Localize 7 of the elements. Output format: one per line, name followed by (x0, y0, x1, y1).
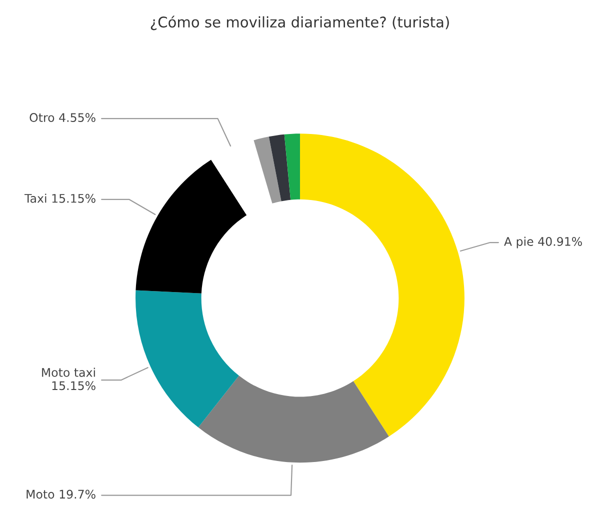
data-label: 15.15% (52, 381, 96, 390)
slice-label: A pie 40.91% (504, 236, 582, 248)
slice-label: Moto taxi (42, 368, 95, 377)
slice-label: Moto 19.7% (26, 490, 96, 499)
chart-title: ¿Cómo se moviliza diariamente? (turista) (150, 16, 449, 30)
slice-label: Otro 4.55% (30, 113, 96, 122)
slice-label: Taxi 15.15% (24, 194, 96, 203)
